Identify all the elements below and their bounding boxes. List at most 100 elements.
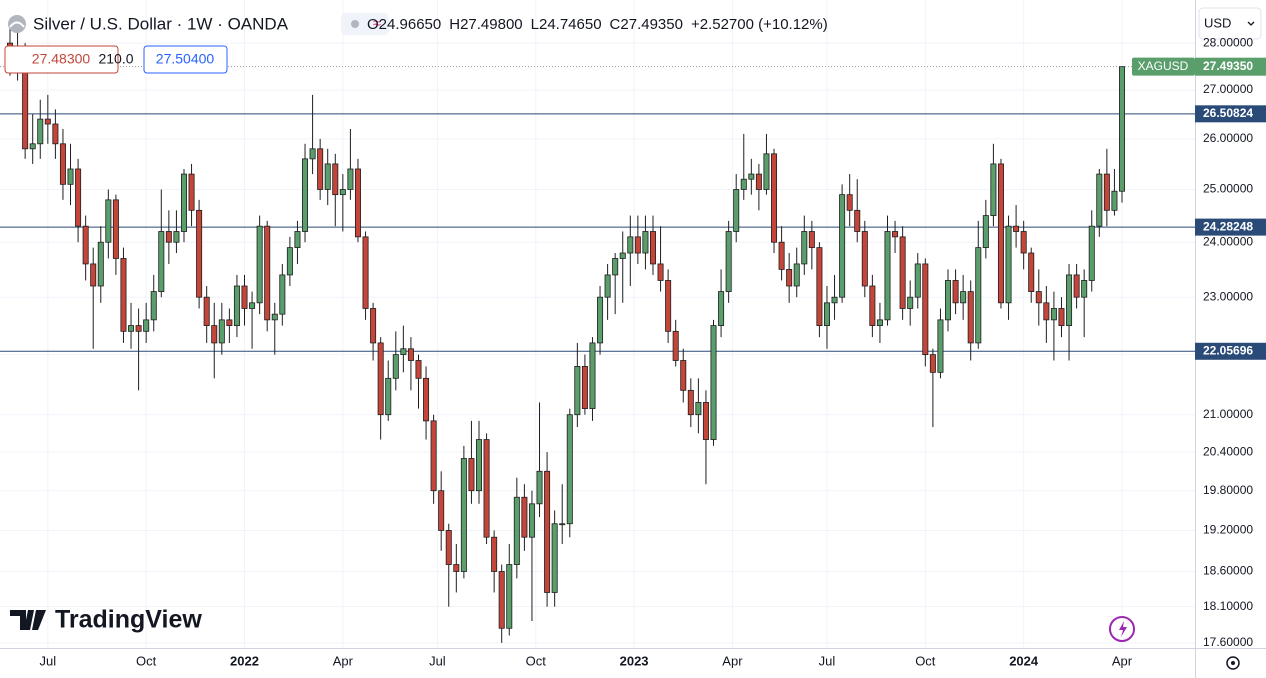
compare-button[interactable]: [341, 13, 389, 35]
candle-body: [196, 209, 203, 298]
candle-body: [150, 291, 157, 321]
ask-box[interactable]: [143, 45, 228, 74]
level-tag: [1195, 342, 1266, 360]
x-tick-label: Oct: [526, 653, 547, 668]
candle-body: [362, 236, 369, 309]
candle-body: [75, 168, 82, 227]
y-tick-label: 18.60000: [1203, 564, 1253, 578]
x-tick-label: 2024: [1009, 653, 1039, 668]
candle-body: [559, 523, 566, 526]
candle-body: [44, 118, 51, 125]
compare-icon: ≈: [373, 15, 381, 32]
candle-body: [945, 280, 952, 321]
spread: 210.0: [98, 51, 133, 67]
candle-body: [460, 458, 467, 572]
candle-body: [982, 215, 989, 249]
candle-body: [1096, 173, 1103, 227]
candle-body: [702, 402, 709, 440]
brand-mark: [10, 610, 46, 630]
candle-body: [90, 263, 97, 287]
ohlc-value: +2.52700 (+10.12%): [691, 16, 828, 33]
candle-body: [574, 366, 581, 416]
settings-center: [1231, 661, 1235, 665]
candle-body: [135, 325, 142, 332]
candle-body: [680, 360, 687, 391]
candle-body: [748, 173, 755, 180]
header: Silver / U.S. Dollar · 1W · OANDA ≈ O24.…: [4, 13, 828, 74]
candle-body: [657, 263, 664, 281]
candle-body: [914, 263, 921, 298]
candle-body: [627, 236, 634, 254]
candle-body: [400, 348, 407, 356]
currency-select[interactable]: [1198, 7, 1262, 40]
candle-body: [218, 319, 225, 344]
candle-body: [67, 168, 74, 185]
candle-body: [612, 258, 619, 276]
candle-body: [1043, 302, 1050, 321]
candle-body: [740, 178, 747, 190]
candle-body: [294, 231, 301, 249]
candle-body: [1035, 291, 1042, 304]
y-tick-label: 27.00000: [1203, 82, 1253, 96]
candle-body: [506, 564, 513, 629]
bid-box[interactable]: [4, 45, 119, 74]
candle-body: [476, 439, 483, 492]
y-tick-label: 25.00000: [1203, 182, 1253, 196]
candles: [7, 24, 1126, 643]
candle-body: [801, 231, 808, 265]
candle-body: [271, 313, 278, 321]
candle-body: [483, 439, 490, 538]
x-tick-label: Jul: [819, 653, 836, 668]
candle-body: [1005, 225, 1012, 304]
symbol-label: XAGUSD: [1138, 59, 1189, 73]
candle-body: [816, 247, 823, 326]
x-tick-label: Apr: [1112, 653, 1133, 668]
candle-body: [52, 123, 59, 145]
ohlc-value: O24.96650: [367, 16, 441, 33]
candle-body: [241, 285, 248, 309]
candle-body: [695, 402, 702, 416]
symbol-icon-mark: [9, 21, 25, 28]
candle-body: [786, 269, 793, 287]
candle-body: [672, 330, 679, 361]
candle-body: [112, 199, 119, 259]
candle-body: [249, 302, 256, 309]
x-tick-label: 2023: [620, 653, 649, 668]
compare-dot: [351, 20, 359, 28]
candle-body: [710, 325, 717, 440]
candle-body: [233, 285, 240, 326]
candle-body: [846, 194, 853, 211]
candle-body: [37, 118, 44, 145]
settings-icon[interactable]: [1226, 656, 1240, 670]
candle-body: [392, 354, 399, 379]
symbol-tag: [1132, 57, 1195, 76]
brand-logo: TradingView: [10, 606, 202, 634]
last-price-tag: [1195, 57, 1266, 76]
candle-body: [173, 231, 180, 243]
candle-body: [423, 377, 430, 422]
candle-body: [536, 470, 543, 505]
candle-body: [581, 366, 588, 409]
candle-body: [309, 148, 316, 160]
candle-body: [960, 291, 967, 304]
candle-body: [453, 564, 460, 572]
x-tick-label: Apr: [722, 653, 743, 668]
candle-body: [854, 209, 861, 232]
candle-body: [718, 291, 725, 326]
candle-body: [332, 163, 339, 196]
candle-body: [415, 360, 422, 379]
x-tick-label: 2022: [230, 653, 259, 668]
candle-body: [861, 231, 868, 287]
candle-body: [899, 236, 906, 309]
candle-body: [188, 173, 195, 211]
x-tick-label: Oct: [915, 653, 936, 668]
candle-body: [642, 231, 649, 254]
candle-body: [604, 274, 611, 298]
candle-body: [665, 280, 672, 332]
candle-body: [120, 258, 127, 332]
candle-body: [733, 189, 740, 232]
candle-body: [445, 530, 452, 565]
candle-body: [778, 241, 785, 270]
candle-body: [158, 231, 165, 292]
